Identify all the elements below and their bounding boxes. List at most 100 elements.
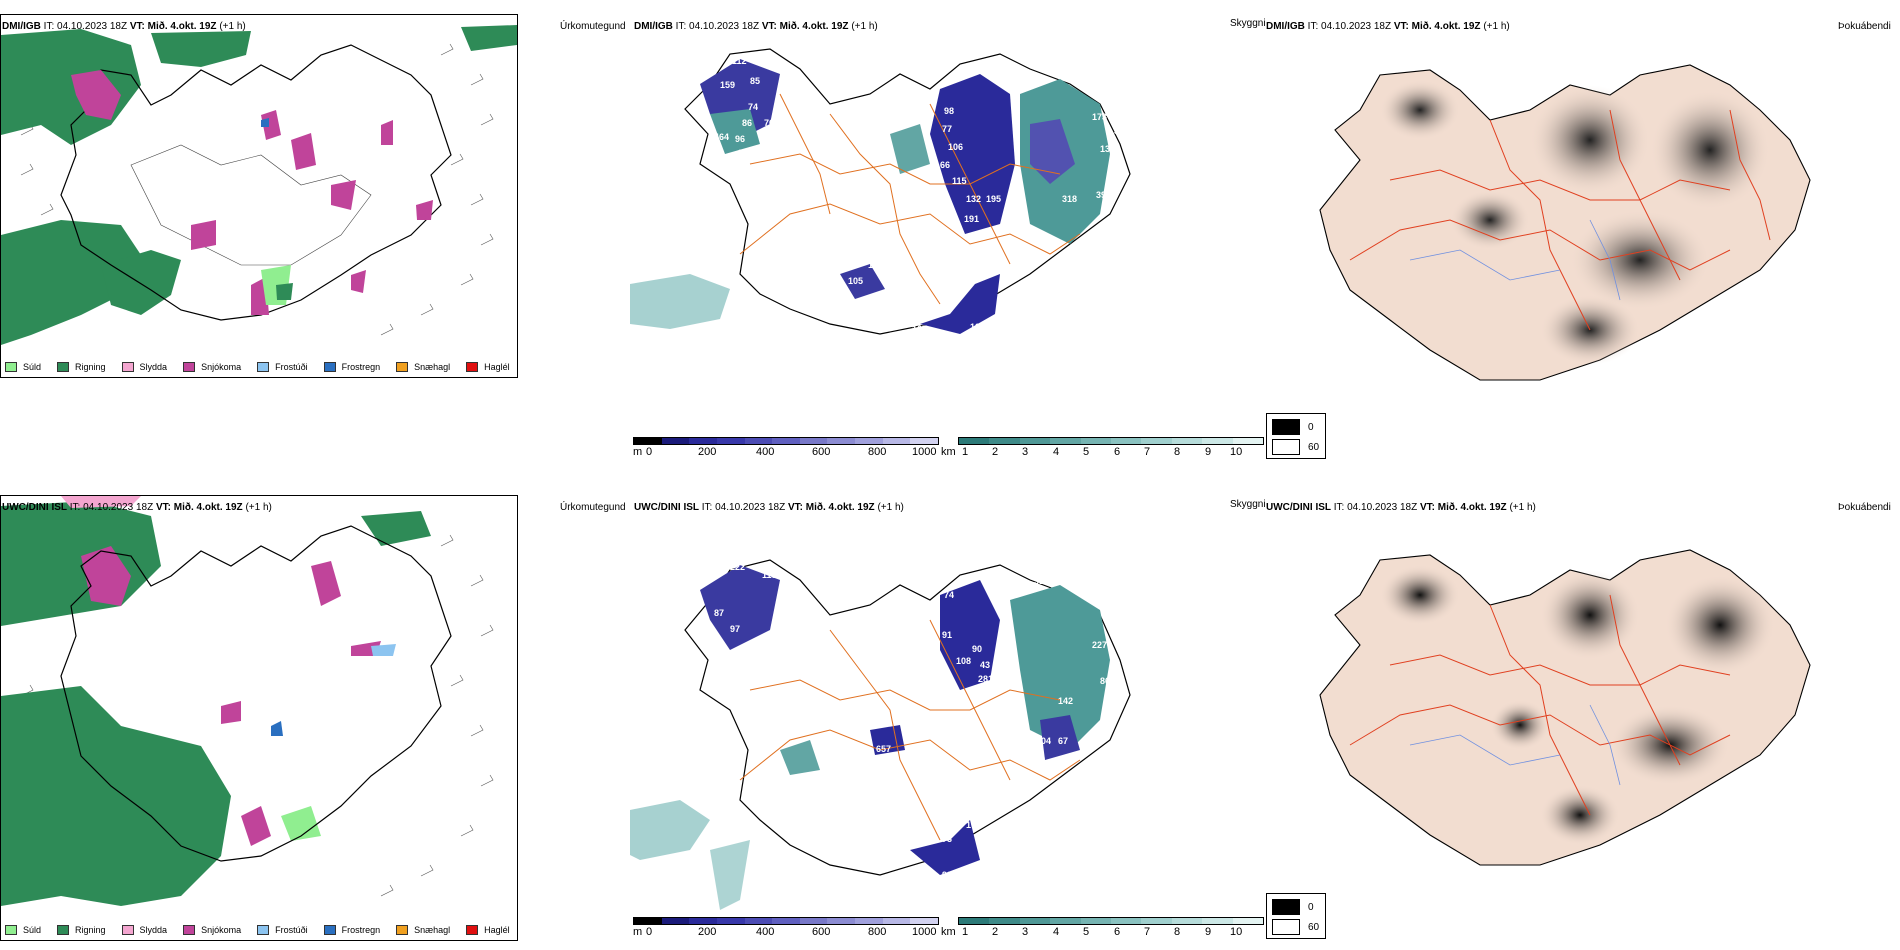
visibility-map-bottom <box>630 559 1131 910</box>
model-name: UWC/DINI ISL <box>1266 502 1331 513</box>
precip-legend-bottom: Súld Rigning Slydda Snjókoma Frostúði Fr… <box>5 925 526 935</box>
colorbar-cell <box>661 438 690 444</box>
colorbar-cell <box>744 438 773 444</box>
vt-value: Mið. 4.okt. 19Z <box>805 502 875 513</box>
lead-time: (+1 h) <box>851 21 878 32</box>
vt-value: Mið. 4.okt. 19Z <box>779 21 849 32</box>
colorbar-cell <box>1111 918 1142 924</box>
visibility-value-label: 167 <box>912 324 928 334</box>
fog-map-top <box>1319 64 1811 381</box>
fog-panel-bottom <box>1290 515 1890 905</box>
legend-item: Haglél <box>466 925 510 935</box>
model-name: DMI/IGB <box>634 21 673 32</box>
legend-item: Frostregn <box>323 362 380 372</box>
height-colorbar-bottom <box>633 917 939 925</box>
visibility-value-label: 100 <box>970 322 986 332</box>
precip-type-panel-top: Súld Rigning Slydda Snjókoma Frostúði Fr… <box>0 14 518 378</box>
visibility-value-label: 115 <box>762 570 777 580</box>
visibility-value-label: 105 <box>848 276 864 286</box>
visibility-value-label: 108 <box>956 656 972 666</box>
fog-legend-value: 60 <box>1308 441 1320 453</box>
colorbar-cell <box>1050 918 1081 924</box>
visibility-value-label: 880 <box>1116 216 1132 226</box>
precip-type-map-top <box>1 25 517 345</box>
visibility-value-label: 121 <box>1014 740 1030 750</box>
panel-header-precip-top: DMI/IGB IT: 04.10.2023 18Z VT: Mið. 4.ok… <box>2 21 246 33</box>
legend-swatch <box>257 362 270 372</box>
visibility-value-label: 142 <box>1058 696 1074 706</box>
fog-legend-top: 0 60 <box>1266 413 1326 459</box>
colorbar-tick: 400 <box>756 446 775 458</box>
visibility-value-label: 90 <box>972 644 983 654</box>
vt-value: Mið. 4.okt. 19Z <box>173 502 243 513</box>
colorbar-cell <box>1141 438 1172 444</box>
visibility-value-label: 191 <box>964 214 980 224</box>
visibility-value-label: 77 <box>942 124 953 134</box>
visibility-value-label: 146 <box>868 260 884 270</box>
visibility-map-top <box>630 48 1131 335</box>
it-value: 04.10.2023 18Z <box>83 502 154 513</box>
visibility-value-label: 87 <box>714 608 725 618</box>
legend-label: Snjókoma <box>201 362 242 372</box>
fog-legend-row: 60 <box>1272 439 1319 455</box>
legend-item: Rigning <box>57 362 106 372</box>
vt-value: Mið. 4.okt. 19Z <box>147 21 217 32</box>
colorbar-tick: 6 <box>1114 446 1121 458</box>
legend-label: Slydda <box>139 362 168 372</box>
visibility-value-label: 132 <box>966 194 982 204</box>
visibility-unit-bottom: km <box>941 926 956 938</box>
vt-label: VT: <box>787 502 803 513</box>
colorbar-tick: 8 <box>1174 926 1181 938</box>
legend-item: Slydda <box>121 362 168 372</box>
legend-swatch <box>57 925 70 935</box>
visibility-value-label: 51 <box>1034 576 1045 586</box>
colorbar-cell <box>1202 438 1233 444</box>
it-label: IT: <box>1333 502 1345 513</box>
legend-swatch <box>323 925 336 935</box>
colorbar-cell <box>689 438 717 444</box>
fog-legend-swatch <box>1272 439 1300 455</box>
colorbar-tick: 6 <box>1114 926 1121 938</box>
legend-label: Súld <box>23 925 42 935</box>
colorbar-cell <box>1019 918 1051 924</box>
colorbar-cell <box>1171 918 1203 924</box>
colorbar-cell <box>634 918 662 924</box>
colorbar-tick: 7 <box>1144 926 1151 938</box>
visibility-value-label: 195 <box>986 194 1002 204</box>
colorbar-cell <box>855 438 883 444</box>
height-unit-bottom: m <box>633 926 643 938</box>
fog-panel-top <box>1290 30 1890 400</box>
colorbar-tick: 4 <box>1053 926 1060 938</box>
legend-item: Rigning <box>57 925 106 935</box>
it-value: 04.10.2023 18Z <box>57 21 128 32</box>
colorbar-tick: 4 <box>1053 446 1060 458</box>
it-label: IT: <box>43 21 55 32</box>
legend-swatch <box>396 925 409 935</box>
fog-legend-row: 0 <box>1272 899 1314 915</box>
colorbar-cell <box>882 438 911 444</box>
visibility-panel-bottom: 222 115 87 97 74 91 108 90 43 281 51 121… <box>630 520 1270 910</box>
colorbar-cell <box>1202 918 1233 924</box>
colorbar-tick: 2 <box>992 926 999 938</box>
legend-label: Frostúði <box>275 925 308 935</box>
colorbar-tick: 0 <box>646 926 653 938</box>
colorbar-cell <box>827 438 856 444</box>
model-name: UWC/DINI ISL <box>634 502 699 513</box>
precip-type-map-bottom <box>1 496 494 906</box>
legend-item: Snæhagl <box>396 925 450 935</box>
panel-title-precip-bottom: Úrkomutegund <box>560 502 626 513</box>
colorbar-tick: 600 <box>812 926 831 938</box>
fog-legend-swatch <box>1272 919 1300 935</box>
legend-item: Frostúði <box>257 362 308 372</box>
visibility-value-label: 96 <box>735 134 746 144</box>
colorbar-cell <box>989 918 1020 924</box>
visibility-value-label: 146 <box>1160 662 1176 672</box>
visibility-colorbar-top <box>958 437 1264 445</box>
height-colorbar-top <box>633 437 939 445</box>
legend-label: Snæhagl <box>414 362 451 372</box>
colorbar-cell <box>1232 438 1264 444</box>
colorbar-cell <box>799 918 828 924</box>
visibility-value-label: 31 <box>1114 126 1125 136</box>
lead-time: (+1 h) <box>245 502 272 513</box>
visibility-value-label: 189 <box>1064 304 1080 314</box>
